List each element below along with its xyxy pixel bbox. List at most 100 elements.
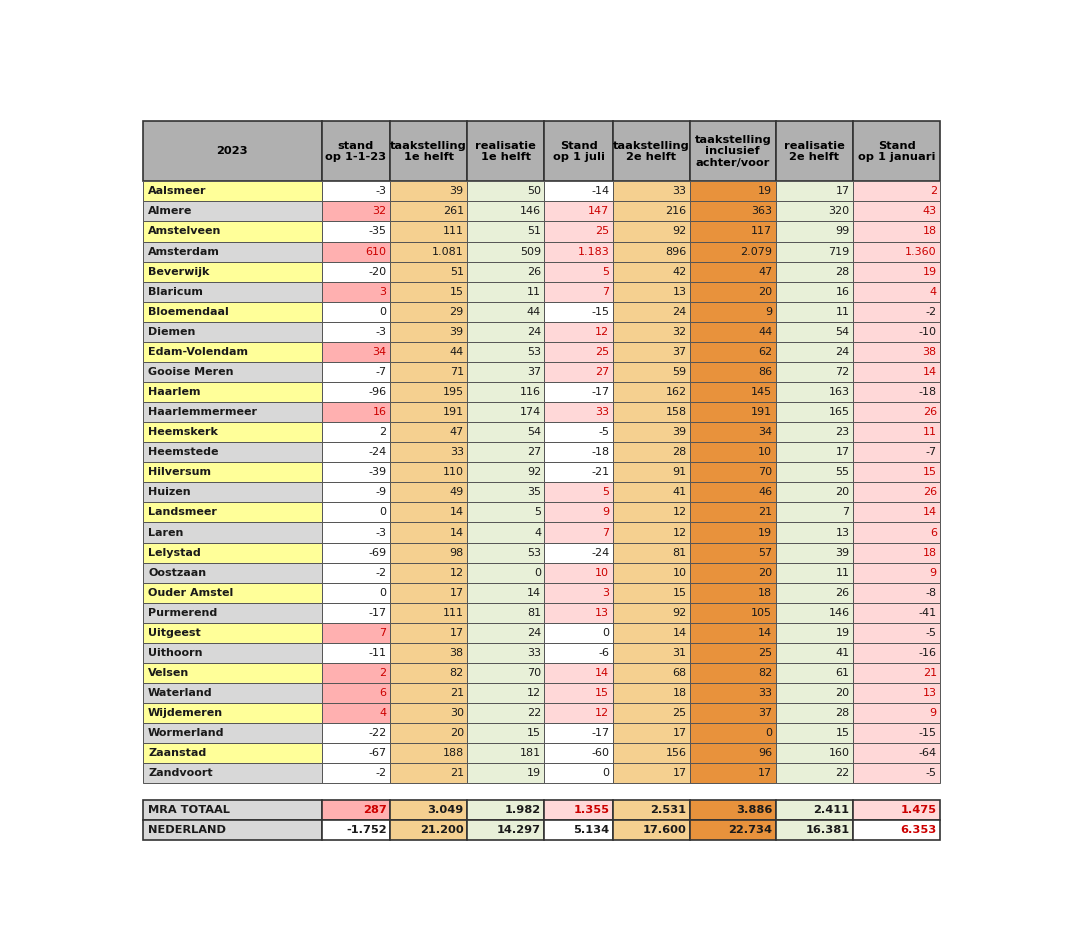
- Text: 25: 25: [758, 648, 772, 658]
- Bar: [690, 122, 776, 181]
- Text: Gooise Meren: Gooise Meren: [148, 367, 233, 377]
- Bar: [468, 503, 545, 522]
- Text: 191: 191: [443, 408, 464, 417]
- Bar: [143, 322, 322, 342]
- Text: Uithoorn: Uithoorn: [148, 648, 203, 658]
- Bar: [468, 483, 545, 503]
- Bar: [852, 522, 941, 542]
- Text: 11: 11: [528, 287, 541, 296]
- Bar: [613, 241, 690, 261]
- Text: 49: 49: [449, 487, 464, 498]
- Text: 181: 181: [520, 749, 541, 758]
- Text: 22.734: 22.734: [728, 825, 772, 835]
- Text: 42: 42: [673, 267, 687, 276]
- Bar: [468, 463, 545, 483]
- Bar: [690, 800, 776, 820]
- Text: realisatie
2e helft: realisatie 2e helft: [784, 141, 845, 162]
- Text: 19: 19: [758, 527, 772, 538]
- Text: 33: 33: [673, 186, 687, 197]
- Bar: [690, 342, 776, 362]
- Bar: [852, 764, 941, 784]
- Text: 0: 0: [765, 729, 772, 738]
- Text: Beverwijk: Beverwijk: [148, 267, 209, 276]
- Text: 17: 17: [835, 447, 849, 457]
- Bar: [468, 322, 545, 342]
- Text: Bloemendaal: Bloemendaal: [148, 307, 229, 316]
- Bar: [390, 764, 468, 784]
- Bar: [468, 382, 545, 402]
- Text: 21: 21: [450, 769, 464, 778]
- Text: 44: 44: [526, 307, 541, 316]
- Text: 20: 20: [450, 729, 464, 738]
- Bar: [322, 241, 390, 261]
- Text: 7: 7: [602, 287, 609, 296]
- Bar: [776, 603, 852, 623]
- Text: 158: 158: [666, 408, 687, 417]
- Text: 16: 16: [836, 287, 849, 296]
- Text: 37: 37: [526, 367, 541, 377]
- Bar: [690, 743, 776, 764]
- Bar: [545, 322, 613, 342]
- Text: 0: 0: [603, 628, 609, 637]
- Text: 320: 320: [828, 206, 849, 217]
- Text: -35: -35: [368, 226, 387, 237]
- Bar: [545, 703, 613, 723]
- Bar: [690, 422, 776, 442]
- Text: 28: 28: [673, 447, 687, 457]
- Text: 12: 12: [595, 708, 609, 718]
- Text: 156: 156: [666, 749, 687, 758]
- Bar: [776, 643, 852, 663]
- Bar: [545, 402, 613, 422]
- Bar: [852, 800, 941, 820]
- Bar: [613, 820, 690, 840]
- Text: Heemstede: Heemstede: [148, 447, 219, 457]
- Bar: [390, 522, 468, 542]
- Bar: [852, 362, 941, 382]
- Text: 14: 14: [450, 527, 464, 538]
- Bar: [852, 503, 941, 522]
- Bar: [143, 703, 322, 723]
- Bar: [613, 362, 690, 382]
- Text: 5: 5: [603, 487, 609, 498]
- Text: 21: 21: [922, 668, 936, 678]
- Bar: [468, 683, 545, 703]
- Text: 18: 18: [922, 226, 936, 237]
- Bar: [468, 562, 545, 582]
- Bar: [690, 221, 776, 241]
- Bar: [143, 463, 322, 483]
- Bar: [143, 261, 322, 281]
- Text: realisatie
1e helft: realisatie 1e helft: [475, 141, 536, 162]
- Text: 26: 26: [526, 267, 541, 276]
- Text: 13: 13: [923, 688, 936, 698]
- Text: -7: -7: [375, 367, 387, 377]
- Text: 53: 53: [528, 347, 541, 357]
- Bar: [776, 241, 852, 261]
- Bar: [852, 422, 941, 442]
- Text: 9: 9: [930, 568, 936, 578]
- Bar: [776, 623, 852, 643]
- Bar: [322, 281, 390, 302]
- Text: 13: 13: [595, 608, 609, 618]
- Bar: [390, 503, 468, 522]
- Text: Amsterdam: Amsterdam: [148, 247, 220, 256]
- Text: Amstelveen: Amstelveen: [148, 226, 221, 237]
- Text: 37: 37: [673, 347, 687, 357]
- Text: 7: 7: [379, 628, 387, 637]
- Text: Stand
op 1 januari: Stand op 1 januari: [858, 141, 935, 162]
- Bar: [390, 402, 468, 422]
- Bar: [143, 643, 322, 663]
- Text: 47: 47: [758, 267, 772, 276]
- Text: 14: 14: [922, 507, 936, 518]
- Bar: [776, 322, 852, 342]
- Text: 2.411: 2.411: [813, 805, 849, 814]
- Text: 91: 91: [673, 467, 687, 477]
- Text: 7: 7: [843, 507, 849, 518]
- Text: 11: 11: [836, 568, 849, 578]
- Bar: [690, 820, 776, 840]
- Text: 12: 12: [450, 568, 464, 578]
- Text: 105: 105: [751, 608, 772, 618]
- Text: 1.081: 1.081: [432, 247, 464, 256]
- Text: 18: 18: [922, 547, 936, 558]
- Bar: [143, 603, 322, 623]
- Text: 14: 14: [922, 367, 936, 377]
